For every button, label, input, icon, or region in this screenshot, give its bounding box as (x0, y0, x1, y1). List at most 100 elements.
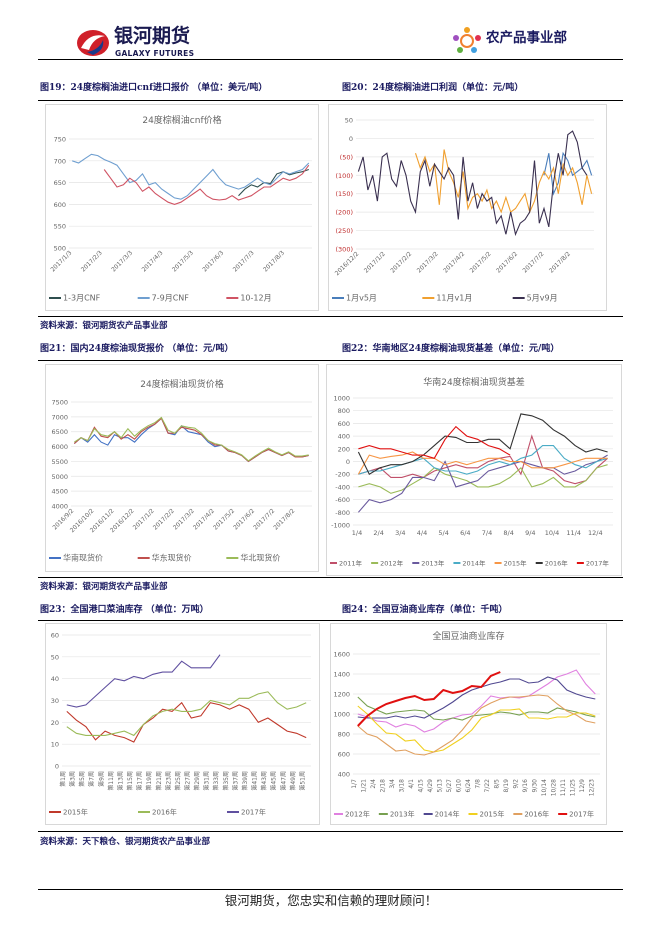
x-tick-label: 4/1 (408, 779, 415, 789)
chart-title: 全国豆油商业库存 (432, 630, 504, 642)
series-line-2015年 (357, 451, 608, 475)
chart-title: 24度棕榈油现货价格 (140, 378, 223, 390)
logo-en: GALAXY FUTURES (115, 49, 195, 58)
y-tick-label: -200 (335, 471, 350, 479)
series-line-2014年 (357, 676, 596, 719)
chart-cnf-price: 24度棕榈油cnf价格 500 550 600 650 700 750 2017/1/3 201… (45, 104, 319, 311)
x-tick-label: 9/2 (513, 779, 520, 789)
x-tick-label: 2/4 (373, 529, 383, 537)
x-tick-label: 5/4 (438, 529, 448, 537)
y-tick-label: 600 (338, 420, 350, 428)
caption-fig24: 图24：全国豆油商业库存（单位：千吨） (342, 605, 508, 615)
x-tick-label: 10/4 (545, 529, 560, 537)
x-tick-label: 2017/5/3 (171, 249, 195, 273)
x-tick-label: 1/21 (361, 779, 368, 793)
series-line-2017年 (358, 425, 511, 459)
x-tick-label: 2017/7/3 (232, 249, 256, 273)
series-line-5月v9月 (357, 130, 588, 237)
x-tick-label: 第51周 (298, 771, 306, 791)
x-tick-label: 3/18 (399, 779, 406, 793)
legend-label: 2017年 (241, 808, 266, 817)
legend-label: 2015年 (63, 808, 88, 817)
chart-svg: 全国豆油商业库存 400 600 800 1000 1200 1400 1600 1/7 1/21… (333, 630, 600, 819)
x-tick-label: 11/4 (566, 529, 581, 537)
x-tick-label: 3/4 (395, 529, 405, 537)
y-tick-label: -400 (335, 483, 350, 491)
x-tick-label: 2017/5/2 (469, 250, 493, 274)
legend-label: 2014年 (462, 559, 486, 568)
y-tick-label: 40 (51, 675, 59, 683)
x-tick-label: 2017/4/2 (442, 250, 466, 274)
series-line-7-9月CNF (72, 153, 310, 200)
series-line-华东现货价 (73, 417, 309, 463)
x-tick-label: 第31周 (203, 771, 211, 791)
chart-rapeseed-oil-stock: 0 10 20 30 40 50 60 第1周 第3周 第5周 第7周 第9周 第11周 第13周 第15周… (45, 623, 320, 825)
y-tick-label: 700 (54, 157, 66, 165)
caption-fig21: 图21：国内24度棕油现货报价 （单位：元/吨） (40, 344, 234, 354)
y-tick-label: 0 (346, 458, 350, 466)
y-tick-label: (150) (336, 190, 353, 198)
x-tick-label: 第9周 (97, 771, 105, 787)
series-line-2013年 (357, 454, 608, 513)
y-tick-label: 30 (51, 697, 59, 705)
legend-label: 华北现货价 (240, 553, 280, 563)
legend-label: 2017年 (586, 559, 610, 568)
x-tick-label: 10/28 (551, 779, 558, 796)
y-tick-label: 4000 (51, 503, 68, 511)
y-tick-label: 6500 (51, 428, 68, 436)
y-tick-label: 1600 (333, 651, 350, 659)
y-tick-label: (300) (336, 246, 353, 254)
x-tick-label: 第47周 (279, 771, 287, 791)
y-tick-label: 0 (55, 763, 59, 771)
x-tick-label: 第11周 (107, 771, 115, 791)
x-tick-label: 3/4 (389, 779, 396, 789)
series-line-2012年 (358, 464, 608, 494)
chart-svg: 华南24度棕榈油现货基差 -1000 -800 -600 -400 -200 0 200 400… (330, 376, 613, 568)
x-tick-label: 8/4 (503, 529, 513, 537)
x-tick-label: 第43周 (260, 771, 268, 791)
x-tick-label: 12/4 (588, 529, 603, 537)
y-tick-label: (200) (336, 209, 353, 217)
x-tick-label: 6/4 (460, 529, 470, 537)
legend-label: 7-9月CNF (152, 294, 190, 303)
y-tick-label: 60 (51, 632, 59, 640)
x-tick-label: 4/15 (418, 779, 425, 793)
x-tick-label: 第27周 (184, 771, 192, 791)
x-tick-label: 2017/2/2 (389, 250, 413, 274)
series-line-2017年 (357, 671, 501, 727)
series-line-2017年 (66, 654, 221, 708)
y-tick-label: 1200 (333, 691, 350, 699)
logo-cn: 银河期货 (114, 25, 191, 47)
caption-fig23: 图23：全国港口菜油库存 （单位：万吨） (40, 605, 209, 615)
series-line-2015年 (66, 701, 307, 743)
y-tick-label: 5500 (51, 458, 68, 466)
x-tick-label: 第21周 (155, 771, 163, 791)
x-tick-label: 7/8 (475, 779, 482, 789)
chart-svg: 24度棕榈油现货价格 4000 4500 5000 5500 6000 6500 7000 75… (49, 378, 312, 563)
x-tick-label: 第19周 (145, 771, 153, 791)
x-tick-label: 10/14 (541, 779, 548, 796)
series-line-华南现货价 (73, 417, 309, 463)
y-tick-label: 400 (338, 771, 350, 779)
y-tick-label: -1000 (331, 522, 350, 530)
x-tick-label: 第33周 (212, 771, 220, 791)
series-line-2016年 (357, 413, 608, 475)
galaxy-swirl-icon (77, 30, 109, 56)
x-tick-label: 2017/7/2 (522, 250, 546, 274)
series-line-华北现货价 (73, 416, 309, 462)
y-tick-label: 1400 (333, 671, 350, 679)
chart-title: 华南24度棕榈油现货基差 (423, 376, 524, 388)
x-tick-label: 2/4 (370, 779, 377, 789)
x-tick-label: 5/13 (437, 779, 444, 793)
y-tick-label: 400 (338, 433, 350, 441)
series-line-2016年 (357, 694, 596, 756)
y-tick-label: 7000 (51, 413, 68, 421)
x-tick-label: 第7周 (88, 771, 96, 787)
chart-soybean-oil-stock: 全国豆油商业库存 400 600 800 1000 1200 1400 1600 1/7 1/21… (330, 623, 607, 825)
x-tick-label: 1/7 (351, 779, 358, 789)
y-tick-label: 50 (51, 653, 59, 661)
y-tick-label: 20 (51, 719, 59, 727)
y-tick-label: 5000 (51, 473, 68, 481)
dept-logo-icon (452, 26, 482, 57)
legend-label: 1-3月CNF (63, 294, 101, 303)
